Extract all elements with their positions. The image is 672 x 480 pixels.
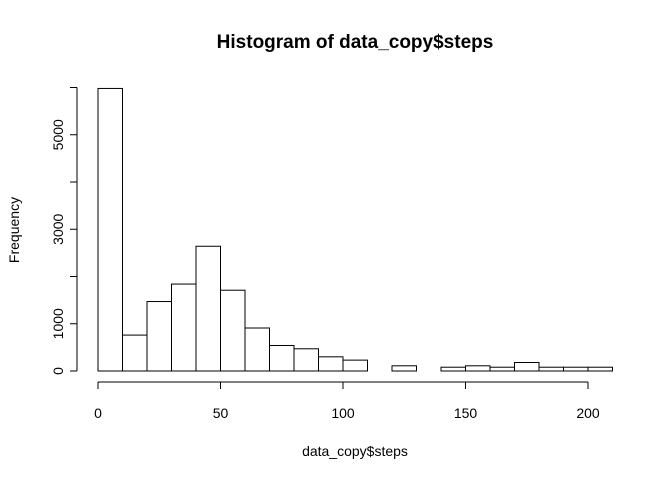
- histogram-bars: [97, 87, 613, 372]
- histogram-bar: [171, 283, 197, 372]
- histogram-bar: [146, 301, 172, 372]
- x-axis-label: data_copy$steps: [302, 443, 408, 459]
- histogram-bar: [514, 361, 540, 372]
- x-tick-label: 200: [576, 405, 600, 421]
- histogram-bar: [587, 366, 613, 372]
- histogram-bar: [244, 327, 270, 372]
- y-tick-label: 5000: [50, 119, 66, 150]
- histogram-bar: [269, 344, 295, 372]
- histogram-bar: [440, 366, 466, 372]
- histogram-bar: [122, 334, 148, 372]
- histogram-bar: [97, 87, 123, 372]
- x-tick-label: 50: [213, 405, 229, 421]
- histogram-bar: [220, 289, 246, 372]
- histogram-bar: [391, 365, 417, 372]
- chart-title: Histogram of data_copy$steps: [217, 32, 494, 53]
- histogram-bar: [563, 366, 589, 372]
- histogram-bar: [195, 245, 221, 372]
- y-axis: 0 1000 3000 5000: [50, 87, 78, 375]
- histogram-bar: [293, 348, 319, 372]
- y-tick-label: 0: [50, 367, 66, 375]
- histogram-bar: [489, 366, 515, 372]
- y-tick-label: 3000: [50, 213, 66, 244]
- x-tick-label: 100: [331, 405, 355, 421]
- histogram-bar: [342, 359, 368, 372]
- histogram-bar: [538, 366, 564, 372]
- y-tick-label: 1000: [50, 308, 66, 339]
- histogram-bar: [465, 365, 491, 372]
- x-tick-label: 150: [454, 405, 478, 421]
- x-axis: 0 50 100 150 200: [94, 381, 600, 421]
- x-tick-label: 0: [94, 405, 102, 421]
- y-axis-label: Frequency: [6, 197, 22, 263]
- histogram-bar: [318, 356, 344, 372]
